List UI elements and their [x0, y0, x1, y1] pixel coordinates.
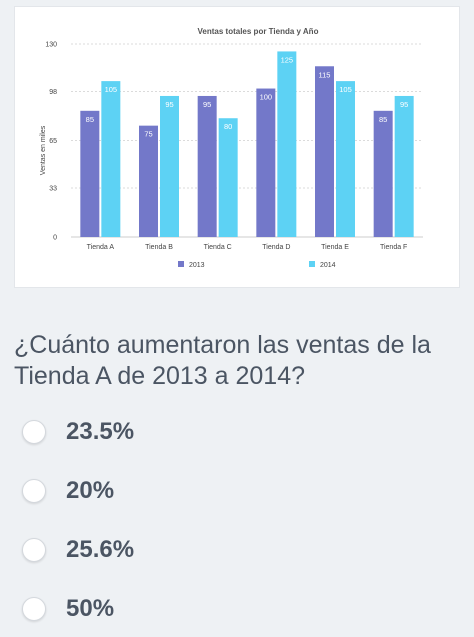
data-label: 75	[144, 130, 152, 139]
data-label: 85	[86, 115, 94, 124]
x-tick-label: Tienda C	[204, 244, 232, 251]
radio-button-icon[interactable]	[22, 538, 46, 562]
data-label: 115	[319, 70, 331, 79]
bar-2014	[218, 118, 238, 237]
x-tick-label: Tienda A	[87, 244, 115, 251]
data-label: 105	[105, 85, 118, 94]
bar-2014	[394, 95, 414, 237]
data-label: 95	[165, 100, 173, 109]
data-label: 95	[400, 100, 408, 109]
y-axis-title: Ventas en miles	[40, 125, 47, 175]
bar-2014	[101, 81, 121, 237]
data-label: 105	[339, 85, 352, 94]
data-label: 100	[260, 93, 273, 102]
bar-2014	[336, 81, 355, 237]
option-2[interactable]: 20%	[0, 467, 474, 519]
y-tick-label: 130	[45, 42, 57, 49]
option-label: 25.6%	[66, 536, 135, 563]
radio-button-icon[interactable]	[22, 597, 46, 621]
x-tick-label: Tienda F	[380, 244, 407, 251]
option-3[interactable]: 25.6%	[0, 526, 474, 578]
legend-swatch	[178, 261, 184, 267]
data-label: 85	[379, 115, 387, 124]
bar-2014	[277, 51, 297, 237]
question-text: ¿Cuánto aumentaron las ventas de la Tien…	[14, 331, 431, 390]
chart-title: Ventas totales por Tienda y Año	[198, 27, 319, 36]
y-tick-label: 0	[53, 235, 57, 242]
bar-2014	[160, 95, 179, 237]
legend-label: 2013	[189, 262, 205, 269]
option-1[interactable]: 23.5%	[0, 408, 474, 460]
x-tick-label: Tienda B	[145, 244, 173, 251]
option-4[interactable]: 50%	[0, 585, 474, 637]
sales-bar-chart: Ventas totales por Tienda y Año 0 33 65 98 13…	[40, 27, 423, 269]
legend-label: 2014	[320, 262, 336, 269]
bar-2013	[139, 125, 158, 237]
bar-2013	[256, 88, 276, 238]
x-tick-label: Tienda D	[262, 244, 290, 251]
y-tick-label: 65	[49, 138, 57, 145]
radio-button-icon[interactable]	[22, 479, 46, 503]
bar-2013	[315, 66, 334, 237]
chart-card: Ventas totales por Tienda y Año 0 33 65 98 13…	[14, 6, 460, 288]
y-tick-label: 33	[49, 186, 57, 193]
data-label: 125	[281, 55, 294, 64]
bar-2013	[197, 95, 217, 237]
x-tick-label: Tienda E	[321, 244, 349, 251]
bar-2013	[373, 110, 393, 237]
data-label: 80	[224, 122, 232, 131]
bar-2013	[80, 110, 100, 237]
data-label: 95	[203, 100, 211, 109]
legend-swatch	[309, 261, 315, 267]
option-label: 20%	[66, 477, 115, 504]
option-label: 50%	[66, 595, 115, 622]
radio-button-icon[interactable]	[22, 420, 46, 444]
y-tick-label: 98	[49, 89, 57, 96]
option-label: 23.5%	[66, 418, 135, 445]
